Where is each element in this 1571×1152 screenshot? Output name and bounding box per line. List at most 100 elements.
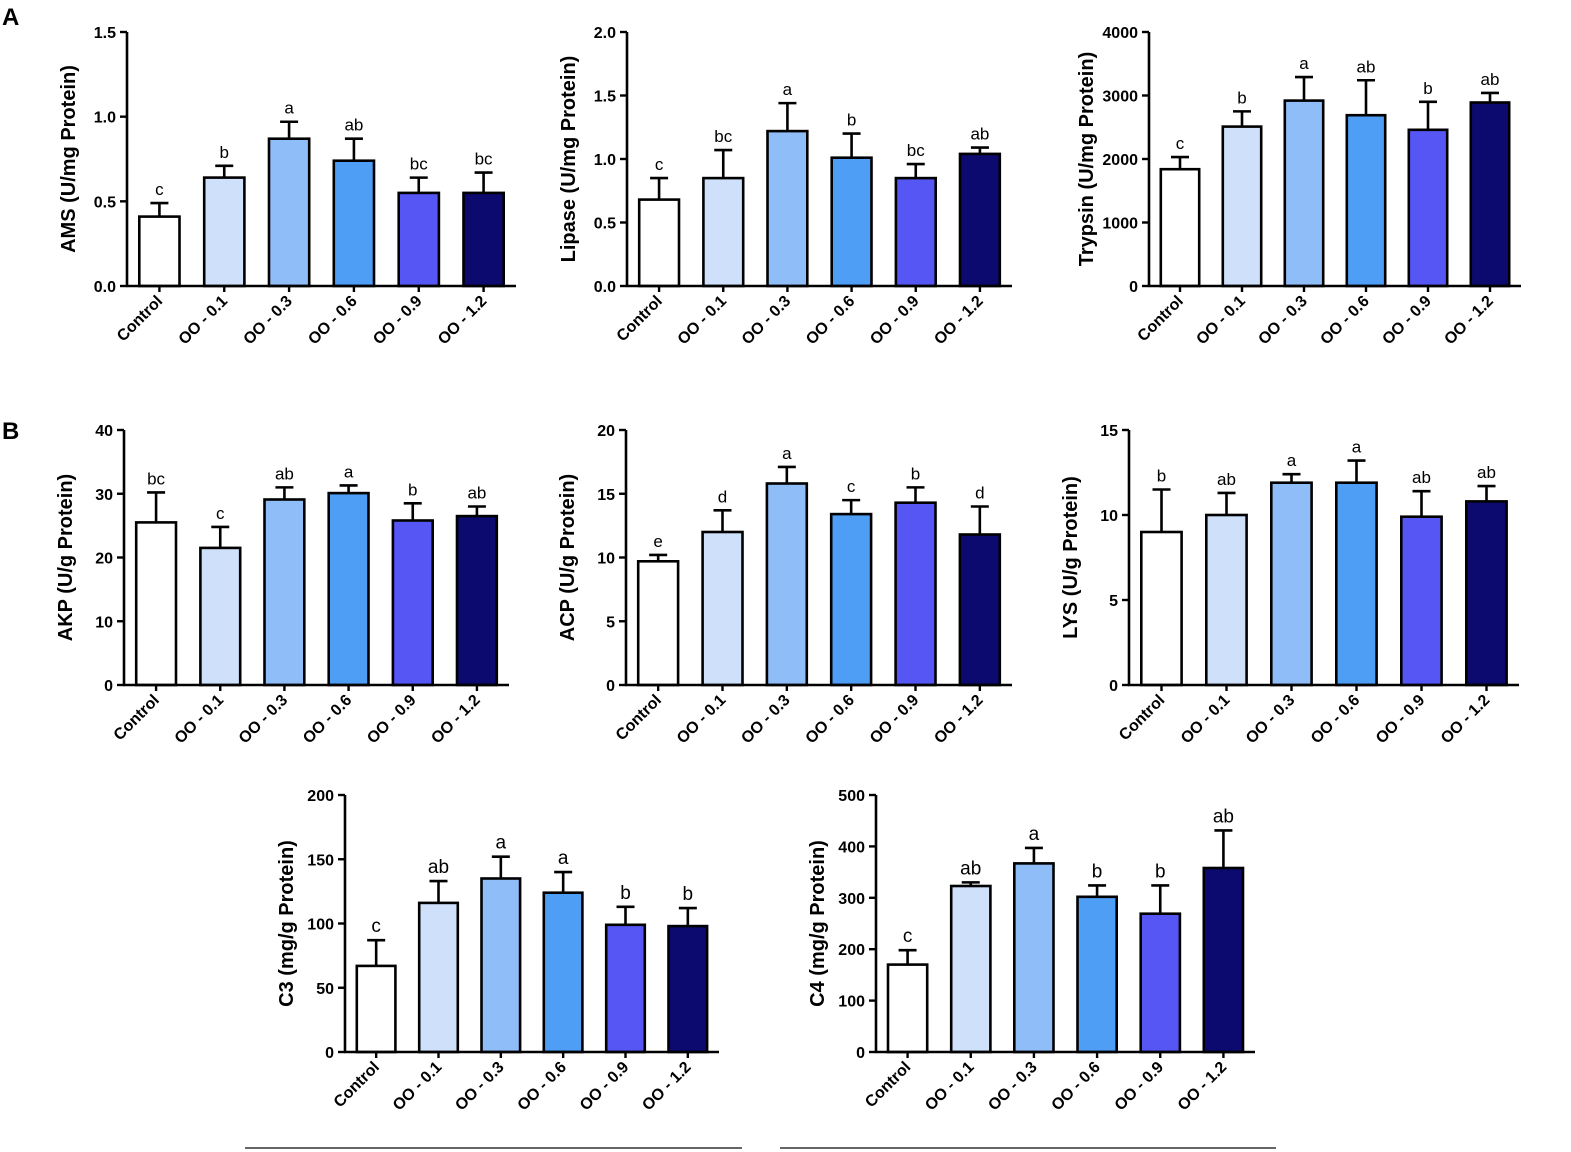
- y-tick-label-2: 0.5: [594, 216, 616, 233]
- y-tick-label-5: 2.0: [594, 25, 616, 42]
- significance-letter-3: a: [783, 80, 793, 99]
- significance-letter-5: b: [1423, 79, 1432, 98]
- significance-letter-4: a: [558, 848, 569, 869]
- significance-letter-2: b: [1237, 88, 1246, 107]
- y-tick-label-5: 4000: [1102, 25, 1138, 42]
- bar-4: [1345, 113, 1387, 288]
- x-tick-label-5: OO - 0.9: [577, 1059, 632, 1114]
- chart-2: c Control bc OO - 0.1 a OO - 0.3 b OO - 0.6 bc OO…: [558, 25, 1012, 348]
- bar-5: [1407, 128, 1449, 288]
- bar-4: [332, 159, 376, 288]
- bar-3: [1283, 99, 1325, 288]
- significance-letter-2: c: [216, 504, 225, 523]
- x-tick-label-3: OO - 0.3: [241, 293, 296, 348]
- y-tick-label-4: 300: [838, 891, 865, 908]
- x-tick-label-2: OO - 0.1: [390, 1059, 445, 1114]
- significance-letter-3: a: [1029, 824, 1040, 845]
- bar-2: [1221, 125, 1263, 288]
- significance-letter-4: ab: [1357, 57, 1376, 76]
- significance-letter-1: bc: [147, 470, 165, 489]
- x-tick-label-4: OO - 0.6: [515, 1059, 570, 1114]
- chart-8: c Control ab OO - 0.1 a OO - 0.3 b OO - 0.6 b OO …: [807, 788, 1255, 1114]
- bar-1: [355, 964, 397, 1054]
- x-tick-label-1: Control: [1135, 293, 1187, 345]
- bar-4: [830, 156, 873, 288]
- y-tick-label-5: 20: [597, 423, 615, 440]
- x-tick-label-5: OO - 0.9: [370, 293, 425, 348]
- x-tick-label-6: OO - 1.2: [1438, 692, 1493, 747]
- x-tick-label-3: OO - 0.3: [738, 692, 793, 747]
- bar-3: [1270, 481, 1313, 687]
- significance-letter-3: a: [1287, 451, 1297, 470]
- bar-2: [1205, 513, 1248, 687]
- bar-2: [199, 546, 242, 687]
- y-tick-label-3: 200: [838, 942, 865, 959]
- chart-7: c Control ab OO - 0.1 a OO - 0.3 a OO - 0.6 b OO …: [276, 788, 719, 1114]
- y-axis-label: C3 (mg/g Protein): [276, 840, 298, 1007]
- significance-letter-1: c: [903, 926, 913, 947]
- y-tick-label-3: 1.0: [94, 110, 116, 127]
- x-tick-label-3: OO - 0.3: [1255, 293, 1310, 348]
- bar-3: [1012, 862, 1055, 1054]
- y-tick-label-1: 0.0: [94, 279, 116, 296]
- y-axis-label: C4 (mg/g Protein): [807, 840, 829, 1007]
- bar-5: [1400, 515, 1443, 687]
- bar-6: [958, 533, 1002, 687]
- significance-letter-3: a: [496, 833, 507, 854]
- bar-3: [267, 137, 311, 288]
- y-tick-label-4: 1.5: [94, 25, 116, 42]
- panel-label-a: A: [2, 4, 20, 31]
- x-tick-label-1: Control: [331, 1059, 383, 1111]
- x-tick-label-4: OO - 0.6: [803, 692, 858, 747]
- bar-4: [1335, 481, 1378, 687]
- significance-letter-1: c: [1176, 134, 1185, 153]
- x-tick-label-3: OO - 0.3: [985, 1059, 1040, 1114]
- bar-6: [958, 152, 1002, 288]
- y-tick-label-1: 0: [606, 678, 615, 695]
- bar-4: [829, 512, 873, 687]
- bar-3: [765, 482, 809, 687]
- bar-6: [1202, 866, 1245, 1054]
- bar-1: [636, 559, 680, 687]
- bar-2: [417, 901, 460, 1054]
- x-tick-label-2: OO - 0.1: [172, 692, 227, 747]
- y-axis-label: Lipase (U/mg Protein): [558, 56, 580, 263]
- y-axis-label: Trypsin (U/mg Protein): [1076, 52, 1098, 266]
- y-tick-label-5: 40: [95, 423, 113, 440]
- bar-5: [391, 519, 434, 687]
- bar-4: [327, 491, 370, 687]
- y-tick-label-5: 400: [838, 839, 865, 856]
- y-tick-label-1: 0: [1129, 279, 1138, 296]
- bar-6: [667, 924, 709, 1054]
- y-tick-label-2: 10: [95, 614, 113, 631]
- bar-1: [138, 215, 181, 288]
- bar-6: [455, 514, 499, 687]
- x-tick-label-5: OO - 0.9: [867, 692, 922, 747]
- significance-letter-3: a: [1299, 54, 1309, 73]
- significance-letter-3: a: [782, 444, 792, 463]
- significance-letter-4: ab: [344, 116, 363, 135]
- significance-letter-1: c: [155, 180, 164, 199]
- y-tick-label-4: 15: [597, 487, 615, 504]
- bar-5: [1139, 912, 1182, 1054]
- x-tick-label-4: OO - 0.6: [300, 692, 355, 747]
- bar-5: [894, 501, 937, 687]
- x-tick-label-1: Control: [111, 692, 163, 744]
- y-axis-label: AMS (U/mg Protein): [58, 65, 80, 253]
- x-tick-label-5: OO - 0.9: [364, 692, 419, 747]
- x-tick-label-4: OO - 0.6: [803, 293, 858, 348]
- bar-3: [263, 498, 306, 687]
- significance-letter-5: b: [911, 464, 920, 483]
- bar-4: [1076, 895, 1119, 1054]
- y-tick-label-3: 10: [1100, 508, 1118, 525]
- chart-6: b Control ab OO - 0.1 a OO - 0.3 a OO - 0.6 ab OO…: [1060, 423, 1519, 747]
- y-tick-label-3: 100: [307, 917, 334, 934]
- y-tick-label-2: 50: [316, 981, 334, 998]
- significance-letter-6: ab: [1477, 463, 1496, 482]
- bar-5: [894, 176, 938, 288]
- significance-letter-6: ab: [1213, 807, 1234, 828]
- x-tick-label-1: Control: [1116, 692, 1168, 744]
- x-tick-label-5: OO - 0.9: [1373, 692, 1428, 747]
- significance-letter-4: b: [1092, 862, 1103, 883]
